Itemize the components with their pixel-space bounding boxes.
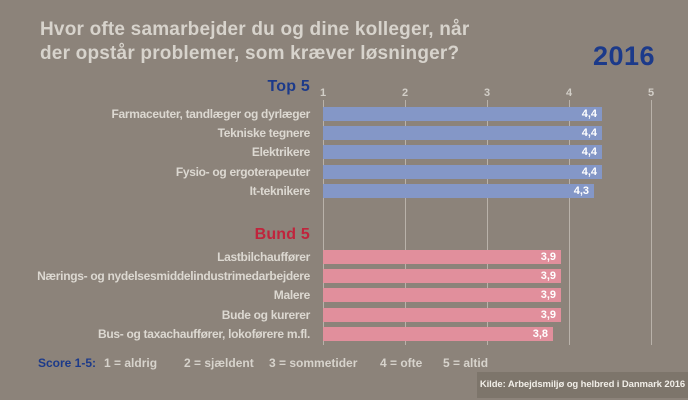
chart-title-line2: der opstår problemer, som kræver løsning… [40, 43, 460, 64]
gridline-2 [405, 100, 406, 345]
bar: 4,4 [323, 107, 602, 121]
bar-value: 3,9 [540, 270, 556, 282]
bar: 4,3 [323, 184, 594, 198]
group-heading-bund5: Bund 5 [254, 226, 310, 243]
axis-tick-label-4: 4 [565, 87, 573, 99]
source-strip: Kilde: Arbejdsmiljø og helbred i Danmark… [477, 372, 688, 398]
axis-tick-label-2: 2 [401, 87, 409, 99]
bar-value: 4,4 [581, 108, 597, 120]
bar-label: Elektrikere [251, 145, 310, 159]
axis-tick-label-1: 1 [319, 87, 327, 99]
bar-value: 4,4 [581, 127, 597, 139]
bar-value: 3,9 [540, 251, 556, 263]
score-legend-item-3: 3 = sommetider [269, 356, 358, 370]
bar: 4,4 [323, 145, 602, 159]
source-note: Kilde: Arbejdsmiljø og helbred i Danmark… [479, 379, 686, 390]
bar: 3,8 [323, 327, 553, 341]
bar: 4,4 [323, 126, 602, 140]
gridline-4 [569, 100, 570, 345]
score-legend-item-5: 5 = altid [443, 356, 489, 370]
gridline-5 [651, 100, 652, 345]
axis-tick-label-5: 5 [647, 87, 655, 99]
bar-label: Fysio- og ergoterapeuter [175, 165, 310, 179]
bar: 3,9 [323, 269, 561, 283]
score-legend-item-4: 4 = ofte [380, 356, 423, 370]
axis-tick-label-3: 3 [483, 87, 491, 99]
chart-title: Hvor ofte samarbejder du og dine kollege… [40, 18, 469, 66]
year-badge: 2016 [593, 41, 656, 71]
chart-title-line1: Hvor ofte samarbejder du og dine kollege… [40, 19, 470, 40]
bar-label: Farmaceuter, tandlæger og dyrlæger [111, 107, 310, 121]
bar: 3,9 [323, 250, 561, 264]
bar-label: Tekniske tegnere [217, 126, 311, 140]
bar-label: It-teknikere [249, 184, 311, 198]
bar: 3,9 [323, 308, 561, 322]
bar-value: 3,9 [540, 289, 556, 301]
gridline-1 [323, 100, 324, 345]
bar-label: Nærings- og nydelsesmiddelindustrimedarb… [37, 269, 310, 283]
bar: 4,4 [323, 165, 602, 179]
bar-value: 3,9 [540, 309, 556, 321]
score-legend-item-2: 2 = sjældent [184, 356, 254, 370]
bar-value: 4,3 [573, 185, 589, 197]
bar-label: Bus- og taxachauffører, lokoførere m.fl. [97, 327, 310, 341]
bar-value: 4,4 [581, 166, 597, 178]
bar-value: 4,4 [581, 146, 597, 158]
bar-label: Malere [273, 288, 311, 302]
score-legend-label: Score 1-5: [38, 356, 97, 370]
score-legend-item-1: 1 = aldrig [104, 356, 158, 370]
gridline-3 [487, 100, 488, 345]
bar-value: 3,8 [532, 328, 548, 340]
bar: 3,9 [323, 288, 561, 302]
group-heading-top5: Top 5 [267, 78, 310, 95]
bar-label: Lastbilchauffører [217, 250, 310, 264]
bar-label: Bude og kurerer [221, 308, 311, 322]
